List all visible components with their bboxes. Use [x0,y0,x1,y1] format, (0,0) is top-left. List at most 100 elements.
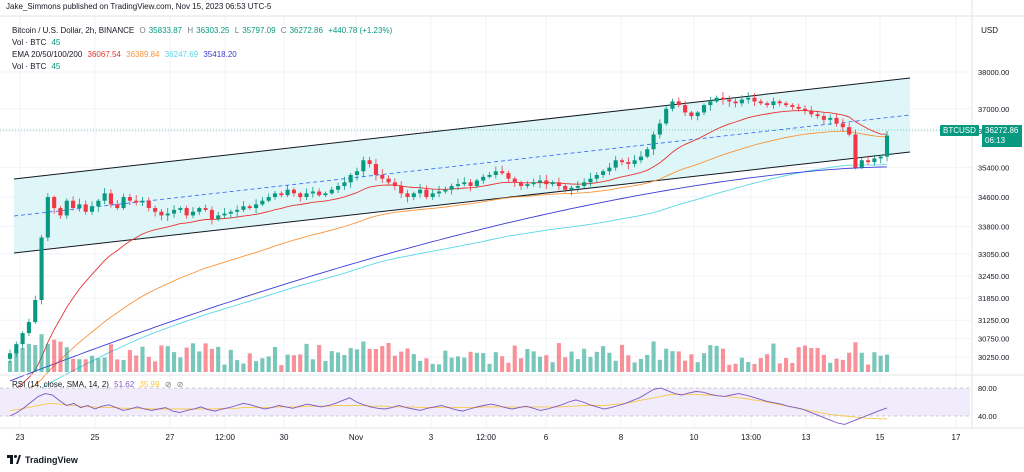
candle-body [291,189,296,194]
symbol-badge: BTCUSD [940,125,979,136]
candle-body [115,204,120,209]
candle-body [310,191,315,194]
volume-bar [487,363,492,372]
candle-body [815,114,820,117]
ohlc-low: 35797.09 [242,26,276,35]
candle-body [840,123,845,128]
candle-body [184,208,189,216]
candle-body [354,171,360,175]
candle-body [153,208,158,212]
candle-body [20,333,25,345]
volume-bar [71,358,76,372]
volume-bar [323,361,328,372]
volume-bar [222,364,227,372]
ema50-line [9,130,888,397]
volume-bar [563,357,568,372]
rsi-tick-label: 80.00 [978,384,997,393]
volume-bar [777,363,782,372]
tradingview-brand[interactable]: TradingView [7,455,78,465]
volume-bar [184,347,189,372]
vol1-label: Vol · BTC [12,38,47,47]
volume-bar [556,343,561,372]
symbol-legend[interactable]: Bitcoin / U.S. Dollar, 2h, BINANCE O 3583… [12,26,395,36]
volume-bar [676,351,681,372]
volume-bar [380,346,385,372]
volume-bar [828,362,833,372]
volume-bar [165,346,170,372]
candle-body [146,200,151,209]
candle-body [45,197,50,238]
candle-body [171,209,177,214]
volume-bar [405,348,410,372]
candle-body [550,182,555,185]
channel-upper-line [13,77,911,180]
volume-bar [45,343,50,372]
rsi-legend[interactable]: RSI (14, close, SMA, 14, 2) 51.62 35.99 … [12,380,186,390]
volume-bar [171,352,177,372]
time-axis-ticks: 23 25 27 12:00 30 Nov 3 12:00 6 8 10 13:00 13 15 17 [16,433,961,442]
candle-body [834,117,839,124]
volume-bar [626,355,631,372]
candle-body [828,117,833,120]
candle-body [563,186,568,190]
candle-body [500,171,505,174]
volume-bar [582,348,587,372]
volume-bar [424,358,429,372]
candle-body [222,213,227,216]
price-axis-ticks: 38000.0037000.0036400.0035400.0034600.00… [978,68,1009,362]
volume-bar [840,359,845,372]
candle-body [83,204,88,212]
volume-bar [613,360,618,372]
candle-body [752,97,757,102]
volume-bar [247,353,252,372]
candle-body [657,123,662,135]
candle-body [449,186,454,190]
volume-bar [190,343,196,372]
candle-body [380,174,385,179]
volume-bar [481,353,486,372]
candle-body [746,97,751,100]
price-tick-label: 33050.00 [978,250,1009,259]
volume-bar [638,358,643,372]
candle-body [127,197,132,201]
volume-bar [550,362,555,372]
volume-bar [619,344,625,372]
price-tick-label: 30250.00 [978,353,1009,362]
candle-body [859,160,864,168]
candle-body [531,182,536,185]
candle-body [209,209,214,220]
volume-bar [506,362,511,372]
ema-legend[interactable]: EMA 20/50/100/200 36067.54 36389.84 3624… [12,50,240,60]
candle-body [544,180,549,185]
candles [7,91,890,363]
time-tick-label: Nov [349,433,363,442]
ohlc-o-label: O [139,26,146,35]
candle-body [323,193,328,196]
time-tick-label: 6 [544,433,549,442]
price-tick-label: 31250.00 [978,316,1009,325]
candle-body [39,237,44,300]
candle-body [405,193,410,198]
candle-body [241,206,246,210]
candle-body [645,149,650,157]
candle-body [367,160,372,164]
volume-bar [645,354,650,372]
candle-body [537,180,543,183]
volume-bar [317,344,322,372]
candle-body [676,101,681,106]
hidden-icon-2[interactable]: ⊘ [176,380,184,389]
volume-legend-2[interactable]: Vol · BTC 45 [12,62,63,72]
volume-bar [310,359,315,372]
hidden-icon[interactable]: ⊘ [164,380,172,389]
candle-body [304,193,309,198]
candle-body [272,193,278,198]
volume-bar [260,358,265,372]
volume-bar [689,354,694,372]
candle-body [607,167,612,172]
volume-bar [821,354,826,372]
volume-legend-1[interactable]: Vol · BTC 45 [12,38,63,48]
candle-body [443,189,448,192]
rsi-ma-value: 35.99 [139,380,160,389]
candle-body [468,182,473,186]
